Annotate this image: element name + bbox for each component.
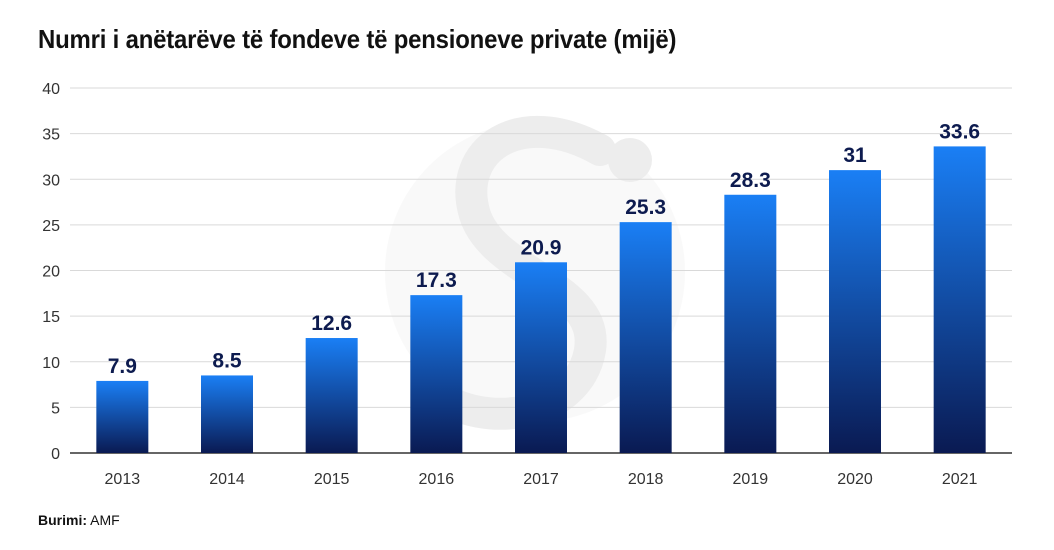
x-tick-label: 2017 <box>523 471 559 488</box>
bar-2014 <box>201 375 253 453</box>
x-tick-label: 2015 <box>314 471 350 488</box>
bar-2017 <box>515 262 567 453</box>
bar-2016 <box>410 295 463 453</box>
y-tick-label: 20 <box>42 264 60 281</box>
source-label: Burimi: <box>38 512 87 528</box>
bar-2020 <box>829 170 881 453</box>
chart-title: Numri i anëtarëve të fondeve të pensione… <box>38 24 677 54</box>
y-tick-label: 10 <box>42 355 60 372</box>
value-label: 17.3 <box>416 269 457 292</box>
x-tick-label: 2020 <box>837 471 873 488</box>
y-tick-label: 0 <box>51 446 60 463</box>
x-tick-label: 2016 <box>419 471 455 488</box>
bar-2015 <box>305 338 358 453</box>
y-tick-label: 35 <box>42 127 60 144</box>
bar-2021 <box>933 146 986 453</box>
y-tick-label: 40 <box>42 81 60 98</box>
value-label: 33.6 <box>939 120 980 143</box>
value-label: 7.9 <box>108 355 137 378</box>
bar-2018 <box>619 222 672 453</box>
value-label: 25.3 <box>625 196 666 219</box>
value-label: 28.3 <box>730 169 771 192</box>
x-tick-label: 2021 <box>942 471 978 488</box>
y-tick-label: 30 <box>42 172 60 189</box>
x-tick-label: 2014 <box>209 471 245 488</box>
x-tick-label: 2018 <box>628 471 664 488</box>
source-note: Burimi: AMF <box>38 512 120 528</box>
bar-2019 <box>724 194 777 453</box>
value-label: 20.9 <box>521 236 562 259</box>
x-tick-label: 2013 <box>105 471 141 488</box>
source-value: AMF <box>90 512 120 528</box>
x-tick-label: 2019 <box>733 471 769 488</box>
y-tick-label: 15 <box>42 309 60 326</box>
value-label: 12.6 <box>311 312 352 335</box>
y-tick-label: 25 <box>42 218 60 235</box>
value-label: 8.5 <box>212 349 242 372</box>
bar-2013 <box>96 380 149 453</box>
y-tick-label: 5 <box>51 400 60 417</box>
value-label: 31 <box>843 144 867 167</box>
